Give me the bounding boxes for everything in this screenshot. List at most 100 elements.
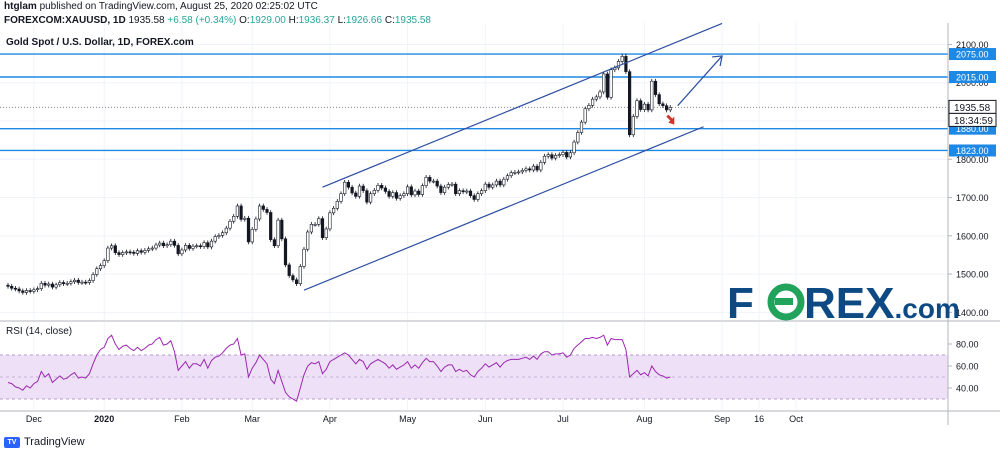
candle-up (47, 283, 51, 286)
candle-up (276, 219, 280, 247)
footer-brand[interactable]: TradingView (24, 436, 85, 448)
candle-up (95, 268, 99, 275)
change-text: +6.58 (+0.34%) (167, 15, 237, 26)
candle-up (598, 91, 602, 98)
candle-down (198, 245, 203, 248)
candle-down (246, 217, 251, 243)
candle-down (657, 94, 661, 105)
candle-down (624, 56, 628, 72)
channel-lower-line[interactable] (303, 126, 704, 291)
candle-down (206, 242, 210, 248)
level-tag-box (949, 144, 996, 157)
rsi-line (7, 334, 671, 402)
candle-down (287, 264, 291, 276)
candle-up (391, 192, 395, 197)
candle-up (313, 224, 317, 226)
candle-up (58, 282, 62, 286)
chart-title: Gold Spot / U.S. Dollar, 1D, FOREX.com (6, 37, 194, 48)
candle-up (553, 155, 558, 159)
candle-down (394, 192, 399, 199)
candle-down (172, 240, 177, 246)
candle-up (202, 242, 206, 247)
candle-up (465, 190, 469, 193)
candle-up (442, 186, 447, 193)
level-tag-label: 1823.00 (956, 146, 989, 156)
candle-up (561, 152, 565, 155)
candle-down (646, 103, 650, 111)
horizontal-levels[interactable] (0, 53, 948, 152)
candle-up (405, 186, 410, 195)
logo-text-left: F (727, 279, 754, 328)
candle-up (39, 282, 43, 289)
forex-logo: F REX.com (727, 279, 960, 328)
candle-up (398, 195, 402, 199)
candle-up (590, 98, 595, 106)
candle-down (43, 282, 47, 286)
candle-up (69, 281, 73, 284)
time-tick-label: 2020 (94, 414, 114, 424)
candle-up (616, 61, 621, 69)
candle-down (428, 176, 432, 182)
time-tick-label: Oct (789, 414, 804, 424)
candle-down (435, 180, 439, 187)
candle-down (13, 287, 18, 290)
candle-up (516, 171, 521, 174)
open-label: O: (239, 15, 250, 26)
tradingview-logo-icon[interactable]: TV (4, 436, 20, 448)
candle-up (368, 193, 373, 203)
candle-down (50, 283, 54, 288)
candle-down (468, 190, 473, 196)
candle-up (124, 251, 128, 254)
channel-upper-line[interactable] (322, 22, 723, 188)
time-tick-label: Apr (323, 414, 337, 424)
candle-down (661, 103, 665, 107)
close-value: 1935.58 (394, 15, 431, 26)
price-tick-label: 1600.00 (956, 231, 989, 241)
candle-up (642, 103, 646, 110)
time-tick-label: Jun (478, 414, 493, 424)
last-price-label: 1935.58 (954, 103, 991, 114)
time-tick-label: Aug (636, 414, 652, 424)
time-tick-label: 16 (754, 414, 764, 424)
candle-down (84, 281, 88, 284)
price-chart[interactable]: 1400.001500.001600.001700.001800.001900.… (0, 0, 1000, 433)
candle-down (346, 181, 351, 188)
candle-up (209, 240, 214, 248)
candle-up (298, 266, 302, 284)
price-tick-label: 2100.00 (956, 40, 989, 50)
candle-down (294, 279, 299, 284)
rsi-axis-labels: 40.00 60.00 80.00 (948, 340, 979, 394)
last-price-text: 1935.58 (128, 15, 165, 26)
candle-up (213, 236, 217, 242)
candle-down (498, 180, 502, 186)
candle-down (17, 288, 21, 292)
candle-down (350, 186, 354, 194)
candle-down (550, 154, 554, 159)
projection-arrow[interactable] (677, 55, 723, 107)
candle-down (627, 71, 632, 136)
candle-down (387, 191, 391, 197)
candle-down (605, 73, 609, 98)
candle-up (609, 69, 613, 98)
candle-down (269, 212, 273, 240)
bounce-marker-arrow (666, 114, 675, 125)
candle-down (409, 186, 413, 196)
candle-up (572, 141, 576, 154)
level-tag-box (949, 122, 996, 135)
level-tag-label: 2015.00 (956, 73, 989, 83)
candle-up (235, 205, 240, 217)
candle-up (476, 193, 480, 200)
candle-up (302, 248, 306, 267)
countdown-box (948, 112, 997, 127)
candle-up (509, 172, 513, 177)
candle-up (502, 178, 506, 186)
candle-up (620, 56, 624, 62)
candle-up (376, 185, 380, 191)
author-name[interactable]: htglam (4, 1, 37, 12)
candle-up (568, 152, 572, 158)
candle-up (180, 249, 184, 255)
candle-down (176, 245, 180, 255)
candle-down (417, 190, 421, 195)
candle-up (505, 175, 510, 180)
candle-down (487, 183, 491, 188)
